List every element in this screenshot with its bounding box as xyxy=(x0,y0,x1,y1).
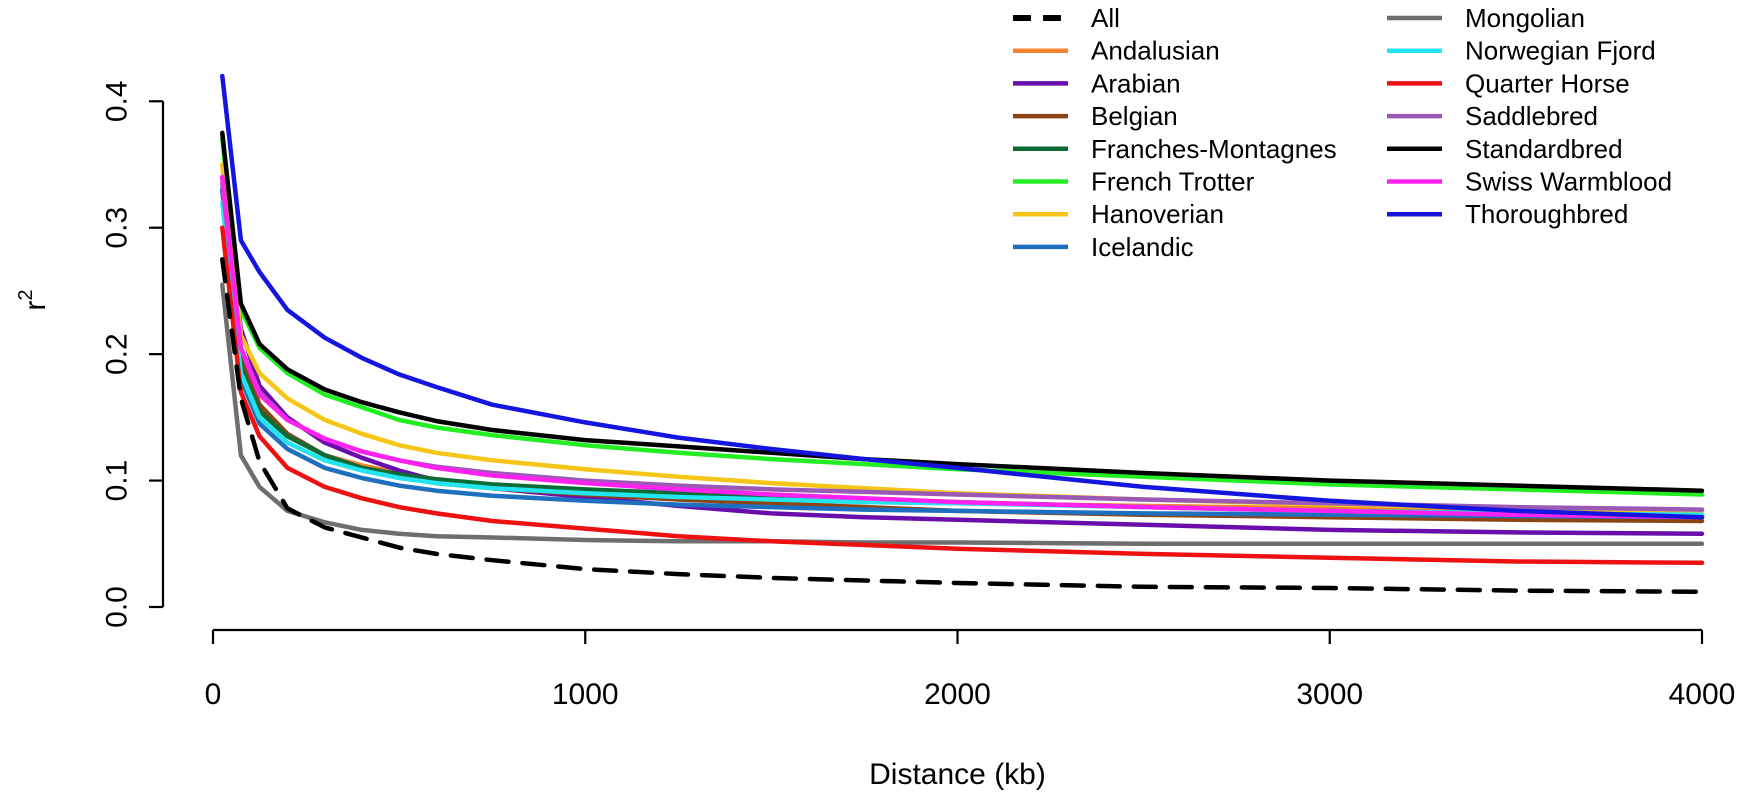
legend-label: All xyxy=(1091,3,1120,33)
x-tick-label: 4000 xyxy=(1669,678,1736,711)
y-axis-title-base: r xyxy=(19,301,52,311)
y-axis-title: r2 xyxy=(15,289,52,310)
axes: 0.0 0.1 0.2 0.3 0.4 0 1000 2000 3000 4000 xyxy=(101,80,1736,711)
legend-label: Arabian xyxy=(1091,68,1181,98)
y-ticks: 0.0 0.1 0.2 0.3 0.4 xyxy=(101,80,163,628)
legend-label: Thoroughbred xyxy=(1465,199,1628,229)
y-tick-label: 0.0 xyxy=(101,586,134,628)
legend-label: Franches-Montagnes xyxy=(1091,134,1337,164)
x-tick-label: 0 xyxy=(205,678,222,711)
y-tick-label: 0.3 xyxy=(101,207,134,249)
series-line xyxy=(220,282,1705,547)
legend-label: Mongolian xyxy=(1465,3,1585,33)
series-line xyxy=(220,136,1705,497)
legend-label: French Trotter xyxy=(1091,167,1255,197)
legend-label: Swiss Warmblood xyxy=(1465,167,1672,197)
series-line xyxy=(220,73,1705,520)
legend-label: Quarter Horse xyxy=(1465,68,1630,98)
series-line xyxy=(220,130,1705,493)
y-tick-label: 0.2 xyxy=(101,333,134,375)
x-axis-title: Distance (kb) xyxy=(869,758,1046,791)
legend: All AndalusianArabianBelgianFranches-Mont… xyxy=(1013,3,1672,262)
series-line xyxy=(220,257,1705,595)
x-tick-label: 3000 xyxy=(1296,678,1363,711)
legend-label: Saddlebred xyxy=(1465,101,1598,131)
legend-label: Icelandic xyxy=(1091,232,1194,262)
legend-label: Andalusian xyxy=(1091,36,1220,66)
x-tick-label: 2000 xyxy=(924,678,991,711)
legend-label: Belgian xyxy=(1091,101,1178,131)
legend-label: Hanoverian xyxy=(1091,199,1224,229)
legend-label: Norwegian Fjord xyxy=(1465,36,1656,66)
series-lines xyxy=(220,73,1705,595)
series-line xyxy=(220,174,1705,520)
legend-label: Standardbred xyxy=(1465,134,1623,164)
series-line xyxy=(220,181,1705,512)
y-tick-label: 0.1 xyxy=(101,460,134,502)
series-line xyxy=(220,187,1705,520)
series-line xyxy=(220,225,1705,566)
y-axis-title-superscript: 2 xyxy=(15,289,37,300)
y-tick-label: 0.4 xyxy=(101,80,134,122)
x-ticks: 0 1000 2000 3000 4000 xyxy=(205,630,1736,711)
x-tick-label: 1000 xyxy=(552,678,619,711)
